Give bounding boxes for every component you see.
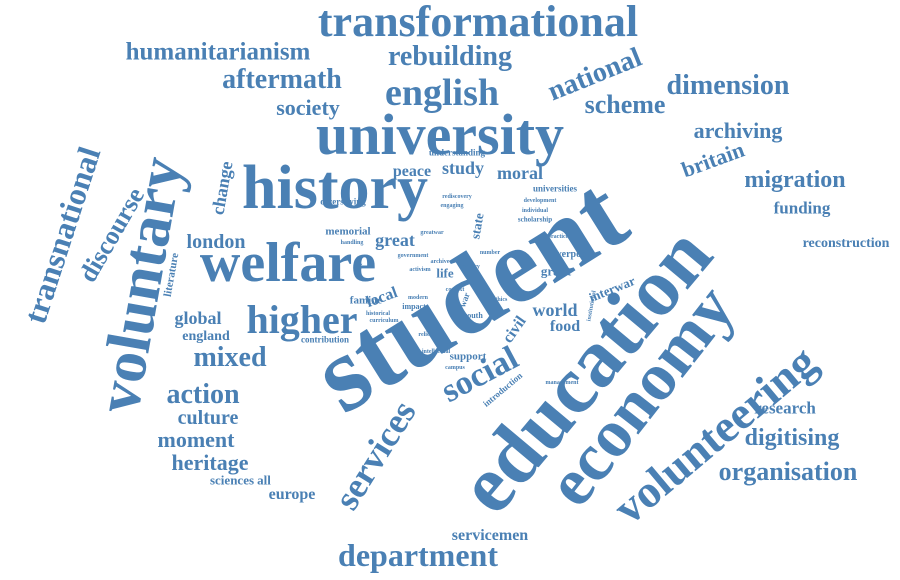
word-impact: impact <box>402 302 426 311</box>
word-study: study <box>441 158 485 178</box>
word-famine: famine <box>349 294 383 307</box>
word-migration: migration <box>744 167 846 193</box>
word-society: society <box>276 95 340 120</box>
word-humanitarianism: humanitarianism <box>125 38 311 66</box>
word-individual: individual <box>521 208 549 214</box>
word-universities: universities <box>533 183 577 194</box>
word-global: global <box>174 308 222 328</box>
word-servicemen: servicemen <box>451 527 529 544</box>
word-greatwar: greatwar <box>420 230 444 236</box>
word-liverpool: liverpool <box>551 249 589 260</box>
word-support: support <box>449 350 487 363</box>
word-britain: britain <box>678 136 748 183</box>
word-archive: archive <box>430 259 450 265</box>
word-department: department <box>338 537 498 573</box>
word-memorial: memorial <box>325 225 371 238</box>
word-welfare: welfare <box>199 232 377 294</box>
word-university: university <box>315 102 565 167</box>
word-london: london <box>186 231 246 253</box>
word-heritage: heritage <box>171 450 249 475</box>
word-life: life <box>436 265 454 281</box>
word-context: context <box>445 287 465 293</box>
word-culture: culture <box>177 407 239 429</box>
word-higher: higher <box>246 297 358 342</box>
word-handling: handling <box>340 240 364 246</box>
word-great: great <box>375 230 415 250</box>
word-england: england <box>182 329 230 344</box>
word-intellectual: intellectual <box>421 349 451 355</box>
word-curriculum: curriculum <box>369 318 399 324</box>
word-transnational: transnational <box>16 142 108 328</box>
word-modern: modern <box>408 295 428 301</box>
word-food: food <box>549 318 581 335</box>
word-rebuilding: rebuilding <box>388 41 512 72</box>
word-action: action <box>166 379 240 410</box>
word-digitising: digitising <box>744 425 840 451</box>
word-research: research <box>754 398 816 418</box>
word-europe: europe <box>268 486 316 503</box>
word-grant: grant <box>540 263 572 279</box>
word-relief: relief <box>418 332 432 338</box>
word-campus: campus <box>445 365 465 371</box>
word-moment: moment <box>157 427 235 452</box>
word-understanding: understanding <box>428 147 486 158</box>
word-management: management <box>545 380 579 386</box>
word-transformational: transformational <box>317 0 639 46</box>
word-youth: youth <box>463 311 483 320</box>
word-scheme: scheme <box>584 90 666 119</box>
word-world: world <box>532 300 578 320</box>
word-all: all <box>257 472 271 488</box>
word-history: history <box>242 154 428 222</box>
word-sciences: sciences <box>209 472 255 488</box>
word-government: government <box>397 253 429 259</box>
word-practice: practice <box>547 234 569 240</box>
word-reconstruction: reconstruction <box>802 236 890 251</box>
word-ethics: ethics <box>492 297 508 303</box>
word-century: century <box>460 264 480 270</box>
word-peace: peace <box>392 163 432 180</box>
word-contribution: contribution <box>300 334 350 345</box>
word-rediscovery: rediscovery <box>442 194 472 200</box>
word-moral: moral <box>497 163 543 183</box>
word-value: value <box>521 293 535 299</box>
word-development: development <box>523 198 557 204</box>
word-funding: funding <box>773 198 831 218</box>
word-english: english <box>384 72 500 114</box>
word-activism: activism <box>409 267 431 273</box>
word-organisation: organisation <box>718 457 858 486</box>
word-number: number <box>479 250 501 256</box>
word-dimension: dimension <box>666 70 790 101</box>
word-change: change <box>207 159 237 217</box>
word-archiving: archiving <box>693 118 783 143</box>
word-historical: historical <box>366 311 390 317</box>
word-aftermath: aftermath <box>222 64 342 95</box>
word-diversifying: diversifying <box>320 196 366 207</box>
word-mixed: mixed <box>193 342 267 373</box>
word-engaging: engaging <box>440 203 464 209</box>
word-scholarship: scholarship <box>517 215 553 224</box>
